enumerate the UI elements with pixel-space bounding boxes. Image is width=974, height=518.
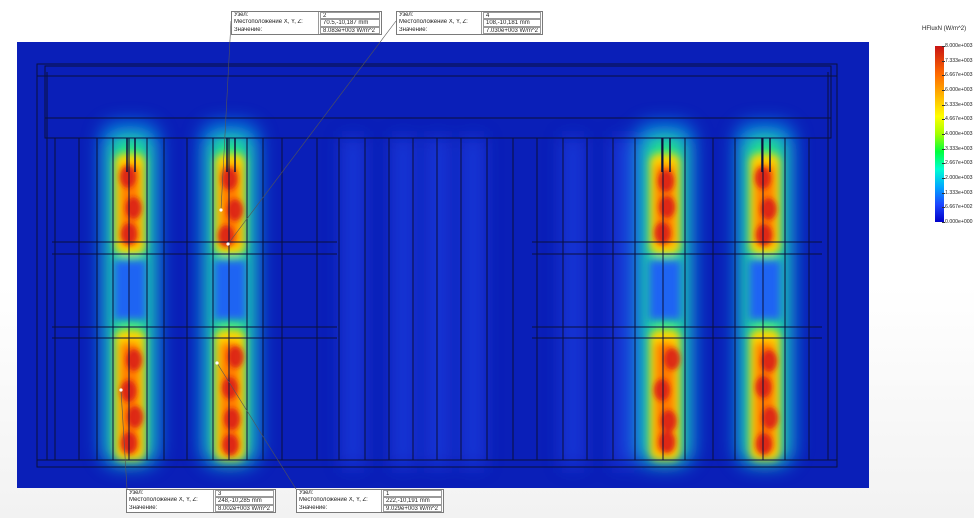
- cool-gap: [114, 260, 146, 320]
- heat-hotspot: [654, 379, 670, 401]
- heat-hotspot: [222, 377, 238, 399]
- top-bar: [44, 65, 832, 119]
- heat-hotspot: [658, 170, 674, 192]
- heat-hotspot: [756, 224, 772, 246]
- probe-node-value: 1: [383, 490, 442, 498]
- legend-tick-label: 6.667e+002: [942, 204, 973, 211]
- cool-streak: [342, 137, 364, 467]
- outer-frame: [36, 63, 838, 468]
- cool-streak: [392, 137, 414, 467]
- legend-tick-label: 1.333e+003: [942, 189, 973, 196]
- probe-box-node-3[interactable]: Узел: 3 Местоположение X, Y, Z: 248,-10,28…: [126, 489, 276, 513]
- probe-value-label: Значение:: [297, 504, 382, 512]
- probe-location-label: Местоположение X, Y, Z:: [297, 497, 382, 505]
- probe-box-node-4[interactable]: Узел: 4 Местоположение X, Y, Z: 108,-10,18…: [396, 11, 543, 35]
- heat-flux-contour-svg: [36, 63, 838, 468]
- heat-hotspot: [120, 166, 136, 188]
- probe-node-label: Узел:: [127, 490, 214, 498]
- heat-hotspot: [224, 408, 240, 430]
- probe-location-label: Местоположение X, Y, Z:: [397, 19, 482, 27]
- legend-tick-label: 2.667e+003: [942, 160, 973, 167]
- probe-node-value: 3: [215, 490, 274, 498]
- probe-node-label: Узел:: [232, 12, 319, 20]
- legend-tick-label: 4.000e+003: [942, 131, 973, 137]
- legend-tick-label: 6.667e+003: [942, 72, 973, 79]
- heat-hotspot: [125, 197, 142, 219]
- heat-hotspot: [664, 348, 680, 370]
- legend-title: HFluxN (W/m^2): [922, 26, 967, 32]
- probe-value-reading: 9.029e+003 W/m^2: [383, 504, 442, 512]
- legend-tick-label: 7.333e+003: [942, 57, 973, 64]
- legend-tick-label: 0.000e+000: [942, 219, 973, 225]
- probe-value-label: Значение:: [127, 504, 214, 512]
- color-legend: HFluxN (W/m^2) 8.000e+003 7.333e+003 6.667…: [922, 26, 974, 266]
- probe-node-value: 2: [320, 12, 380, 20]
- probe-value-reading: 8.083e+003 W/m^2: [320, 26, 380, 34]
- probe-location-value: 248,-10,285 mm: [215, 497, 274, 505]
- heat-hotspot: [659, 431, 675, 453]
- cool-gap: [749, 260, 781, 320]
- legend-tick-label: 4.667e+003: [942, 116, 973, 123]
- legend-tick-label: 6.000e+003: [942, 87, 973, 93]
- heat-hotspot: [761, 350, 777, 372]
- probe-location-value: 70.5,-10,187 mm: [320, 19, 380, 27]
- legend-tick-label: 5.333e+003: [942, 101, 973, 108]
- heat-hotspot: [660, 410, 677, 432]
- heat-flux-plot[interactable]: [17, 42, 869, 488]
- heat-hotspot: [756, 433, 772, 455]
- probe-location-label: Местоположение X, Y, Z:: [232, 19, 319, 27]
- probe-node-value: 4: [483, 12, 541, 20]
- top-rail: [44, 117, 832, 139]
- cool-streak: [562, 137, 584, 467]
- cool-gap: [649, 260, 681, 320]
- legend-tick-label: 8.000e+003: [942, 43, 973, 49]
- heat-hotspot: [218, 225, 234, 247]
- cool-streak: [462, 137, 484, 467]
- heat-hotspot: [126, 349, 142, 371]
- legend-color-bar: [935, 46, 944, 222]
- cool-streak: [427, 137, 449, 467]
- legend-tick-label: 2.000e+003: [942, 175, 973, 181]
- heat-halo-group: [100, 122, 795, 467]
- probe-location-value: 108,-10,181 mm: [483, 19, 541, 27]
- probe-value-label: Значение:: [397, 26, 482, 34]
- cool-gap: [214, 260, 246, 320]
- heat-hotspot: [659, 196, 675, 218]
- heat-hotspot: [222, 434, 239, 456]
- heat-hotspot: [760, 198, 777, 220]
- heat-hotspot: [127, 406, 143, 428]
- probe-value-label: Значение:: [232, 26, 319, 34]
- heat-hotspot: [762, 407, 778, 429]
- probe-node-label: Узел:: [397, 12, 482, 20]
- legend-tick-label: 3.333e+003: [942, 145, 973, 152]
- probe-box-node-1[interactable]: Узел: 1 Местоположение X, Y, Z: 222,-10,19…: [296, 489, 444, 513]
- probe-location-label: Местоположение X, Y, Z:: [127, 497, 214, 505]
- probe-value-reading: 7.030e+003 W/m^2: [483, 26, 541, 34]
- probe-location-value: 222,-10,191 mm: [383, 497, 442, 505]
- heat-hotspot: [227, 346, 244, 368]
- cool-streak: [612, 137, 634, 467]
- probe-box-node-2[interactable]: Узел: 2 Местоположение X, Y, Z: 70.5,-10,1…: [231, 11, 382, 35]
- probe-value-reading: 8.002e+003 W/m^2: [215, 504, 274, 512]
- probe-node-label: Узел:: [297, 490, 382, 498]
